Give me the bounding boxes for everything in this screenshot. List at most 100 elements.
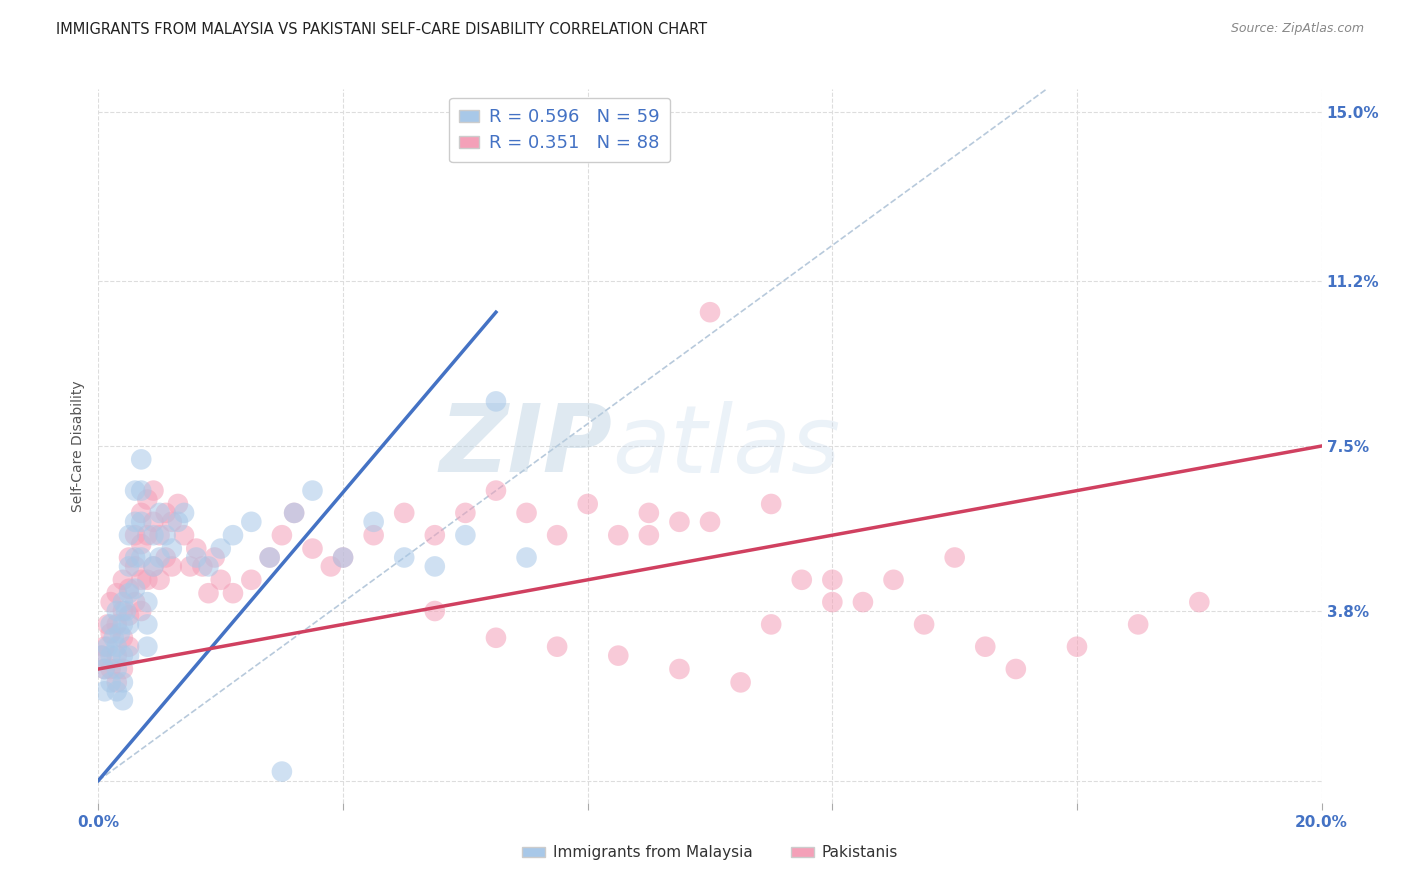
Point (186, 541, 208, 556)
Point (240, 515, 263, 529)
Point (90, 648, 112, 663)
Point (240, 573, 263, 587)
Point (105, 640, 128, 654)
Point (97, 617, 120, 632)
Point (136, 640, 159, 654)
Point (129, 515, 152, 529)
Point (173, 506, 195, 520)
Point (485, 631, 508, 645)
Point (115, 604, 138, 618)
Point (111, 604, 134, 618)
Text: Source: ZipAtlas.com: Source: ZipAtlas.com (1230, 22, 1364, 36)
Point (332, 550, 354, 565)
Point (118, 617, 141, 632)
Point (124, 595, 146, 609)
Point (204, 550, 226, 565)
Point (108, 626, 131, 640)
Point (118, 582, 141, 596)
Point (118, 586, 141, 600)
Point (283, 506, 305, 520)
Point (111, 631, 134, 645)
Point (332, 550, 354, 565)
Point (943, 550, 966, 565)
Point (283, 506, 305, 520)
Point (883, 573, 905, 587)
Point (118, 528, 141, 542)
Point (319, 559, 342, 574)
Legend: Immigrants from Malaysia, Pakistanis: Immigrants from Malaysia, Pakistanis (516, 839, 904, 866)
Point (111, 675, 134, 690)
Point (209, 573, 232, 587)
Point (142, 528, 165, 542)
Point (105, 662, 128, 676)
Point (124, 550, 146, 565)
Point (576, 497, 599, 511)
Point (259, 550, 281, 565)
Point (103, 631, 125, 645)
Point (142, 483, 165, 498)
Point (209, 541, 232, 556)
Point (105, 586, 128, 600)
Point (821, 595, 844, 609)
Point (105, 604, 128, 618)
Point (191, 559, 214, 574)
Point (129, 483, 152, 498)
Point (790, 573, 813, 587)
Point (173, 528, 195, 542)
Point (759, 497, 782, 511)
Point (97, 640, 120, 654)
Point (167, 515, 190, 529)
Point (105, 617, 128, 632)
Point (160, 541, 183, 556)
Point (516, 506, 538, 520)
Y-axis label: Self-Care Disability: Self-Care Disability (72, 380, 86, 512)
Point (222, 586, 245, 600)
Point (155, 506, 177, 520)
Point (516, 550, 538, 565)
Point (118, 648, 141, 663)
Point (105, 648, 128, 663)
Point (136, 528, 159, 542)
Point (105, 684, 128, 698)
Point (912, 617, 935, 632)
Point (270, 764, 292, 779)
Point (1004, 662, 1026, 676)
Point (485, 483, 508, 498)
Point (546, 640, 568, 654)
Point (155, 528, 177, 542)
Point (100, 617, 122, 632)
Point (1066, 640, 1088, 654)
Point (129, 506, 152, 520)
Point (136, 492, 159, 507)
Point (93, 640, 115, 654)
Point (1128, 617, 1150, 632)
Point (301, 541, 323, 556)
Point (730, 675, 752, 690)
Point (607, 528, 630, 542)
Point (423, 559, 446, 574)
Point (142, 559, 165, 574)
Point (454, 506, 477, 520)
Text: ZIP: ZIP (439, 400, 612, 492)
Point (222, 528, 245, 542)
Point (129, 537, 152, 551)
Point (197, 586, 219, 600)
Point (124, 515, 146, 529)
Point (149, 506, 172, 520)
Point (111, 573, 134, 587)
Point (118, 640, 141, 654)
Point (699, 515, 721, 529)
Point (93, 684, 115, 698)
Point (129, 604, 152, 618)
Point (118, 559, 141, 574)
Point (124, 528, 146, 542)
Point (111, 617, 134, 632)
Point (668, 515, 690, 529)
Point (160, 515, 183, 529)
Point (454, 528, 477, 542)
Point (124, 559, 146, 574)
Point (363, 515, 385, 529)
Point (485, 394, 508, 409)
Point (100, 648, 122, 663)
Point (546, 528, 568, 542)
